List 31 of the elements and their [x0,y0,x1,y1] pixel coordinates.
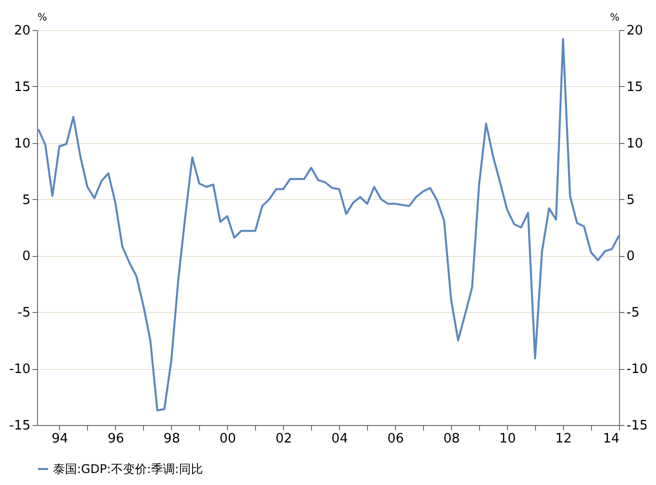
y2-tick-label: -5 [626,306,640,321]
y2-tick-label: -15 [626,418,648,434]
x-tick-label: 10 [499,432,516,446]
x-tick-label: 96 [108,432,124,446]
legend-label: 泰国:GDP:不变价:季调:同比 [53,462,203,476]
x-tick-label: 04 [331,432,348,446]
y-tick-label: -5 [18,306,30,321]
y2-tick-label: 20 [626,24,644,38]
y2-tick-label: 10 [626,136,644,152]
x-tick-label: 08 [443,432,460,446]
y2-tick-label: 15 [626,80,644,95]
x-tick-label: 02 [275,432,292,446]
y-tick-label: 20 [14,24,30,38]
x-tick-label: 94 [52,432,68,446]
x-tick-label: 98 [164,432,180,446]
y-axis-title: % [38,12,48,24]
x-tick-label: 12 [555,432,572,446]
y2-tick-label: -10 [626,362,648,378]
y-tick-label: 5 [22,192,30,208]
x-tick-label: 00 [219,432,236,446]
y2-tick-label: 0 [626,249,635,264]
y-tick-label: -10 [9,362,30,378]
x-tick-label: 06 [387,432,404,446]
y-tick-label: -15 [9,418,30,434]
y2-tick-label: 5 [626,192,635,208]
y-tick-label: 10 [14,136,30,152]
y-tick-label: 15 [14,80,30,95]
x-tick-label: 14 [602,432,620,446]
y2-axis-title: % [610,12,620,24]
line-series [37,38,620,412]
y-tick-label: 0 [22,249,30,264]
